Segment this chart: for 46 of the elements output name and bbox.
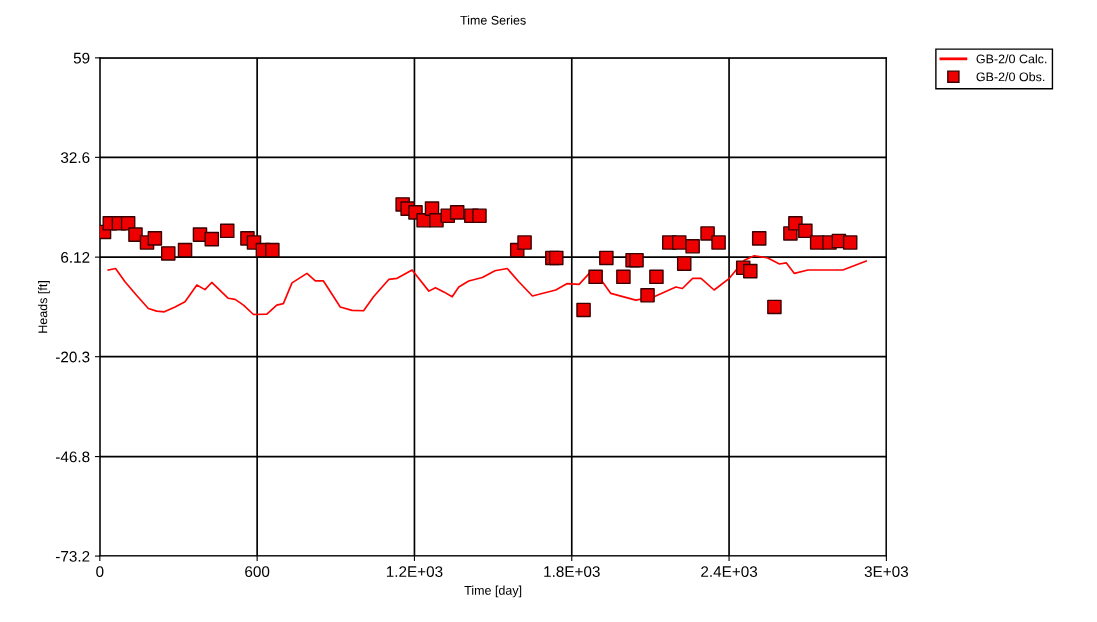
point: [671, 235, 687, 250]
y-tick-label: 59: [73, 52, 90, 64]
x-tick-label: 3E+03: [864, 566, 909, 578]
point: [649, 269, 664, 285]
point: [616, 269, 631, 285]
point: [219, 223, 235, 239]
point: [449, 205, 465, 220]
point: [147, 231, 163, 246]
point: [599, 250, 614, 266]
point: [700, 226, 715, 241]
x-tick-label: 600: [245, 566, 270, 578]
x-tick-label: 1.2E+03: [386, 566, 443, 578]
point: [588, 269, 603, 285]
point: [676, 256, 692, 271]
point: [751, 231, 767, 246]
point: [160, 246, 176, 261]
y-tick-label: 6.12: [61, 252, 90, 263]
point: [685, 238, 700, 254]
point: [472, 208, 487, 224]
point: [204, 231, 220, 247]
x-tick-label: 2.4E+03: [701, 566, 758, 578]
line-series: [107, 254, 868, 316]
legend-label: GB-2/0 Obs.: [976, 72, 1045, 82]
point: [743, 263, 758, 279]
point: [128, 227, 143, 242]
x-tick-label: 0: [96, 566, 104, 578]
legend-label: GB-2/0 Calc.: [976, 54, 1047, 64]
y-tick-label: -20.3: [55, 351, 90, 363]
point: [576, 302, 591, 318]
y-tick-label: 32.6: [60, 152, 90, 164]
point: [265, 242, 280, 258]
point: [842, 235, 858, 250]
point: [767, 299, 782, 315]
x-axis-title: Time [day]: [464, 585, 522, 598]
chart-title: Time Series: [460, 15, 526, 25]
point: [798, 223, 813, 239]
point: [640, 287, 655, 303]
y-tick-label: -46.8: [55, 451, 90, 463]
x-tick-label: 1.8E+03: [544, 566, 600, 578]
point: [549, 250, 564, 266]
point: [517, 235, 532, 250]
y-axis-title: Heads [ft]: [38, 281, 50, 333]
point: [629, 252, 644, 268]
point: [711, 235, 726, 250]
point: [177, 242, 193, 258]
y-tick-label: -73.2: [55, 550, 90, 562]
